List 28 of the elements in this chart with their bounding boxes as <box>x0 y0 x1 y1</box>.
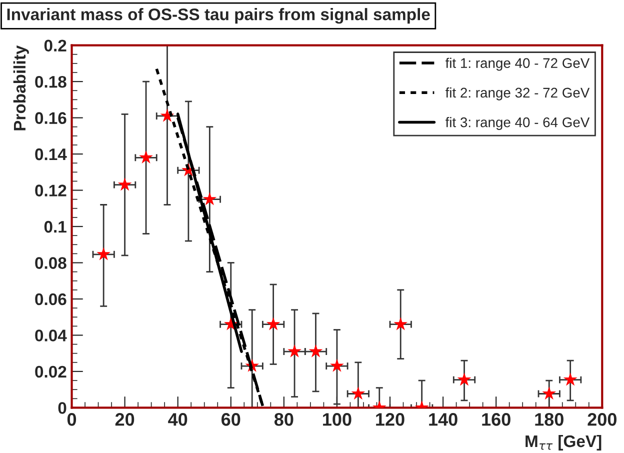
x-tick-label: 60 <box>222 413 240 426</box>
x-tick-label: 120 <box>376 413 404 426</box>
x-tick-label: 180 <box>535 413 564 426</box>
y-axis-title: Probability <box>13 45 29 130</box>
x-tick-label: 100 <box>323 413 352 426</box>
x-tick-label: 20 <box>115 413 134 426</box>
legend-label: fit 2: range 32 - 72 GeV <box>445 87 590 100</box>
y-tick-label: 0.16 <box>35 112 66 124</box>
x-tick-label: 160 <box>482 413 510 426</box>
x-tick-label: 140 <box>429 413 458 426</box>
x-tick-label: 80 <box>274 413 294 426</box>
chart-title: Invariant mass of OS-SS tau pairs from signal sample <box>7 8 430 24</box>
y-tick-label: 0.04 <box>35 330 67 342</box>
y-tick-label: 0.14 <box>35 148 67 160</box>
x-tick-label: 0 <box>67 413 76 426</box>
y-tick-label: 0.08 <box>35 257 66 269</box>
y-tick-label: 0.12 <box>35 184 66 196</box>
y-tick-label: 0 <box>58 402 66 414</box>
y-tick-label: 0.06 <box>35 293 66 306</box>
x-tick-label: 200 <box>588 413 616 426</box>
x-axis-title: M$_{ττ}$ [GeV] <box>526 434 602 450</box>
y-tick-label: 0.18 <box>35 76 66 88</box>
y-tick-label: 0.02 <box>35 366 66 378</box>
y-tick-label: 0.2 <box>44 40 66 52</box>
legend-label: fit 1: range 40 - 72 GeV <box>445 58 590 71</box>
x-tick-label: 40 <box>168 413 188 426</box>
legend-label: fit 3: range 40 - 64 GeV <box>445 117 590 130</box>
y-tick-label: 0.1 <box>44 220 66 233</box>
